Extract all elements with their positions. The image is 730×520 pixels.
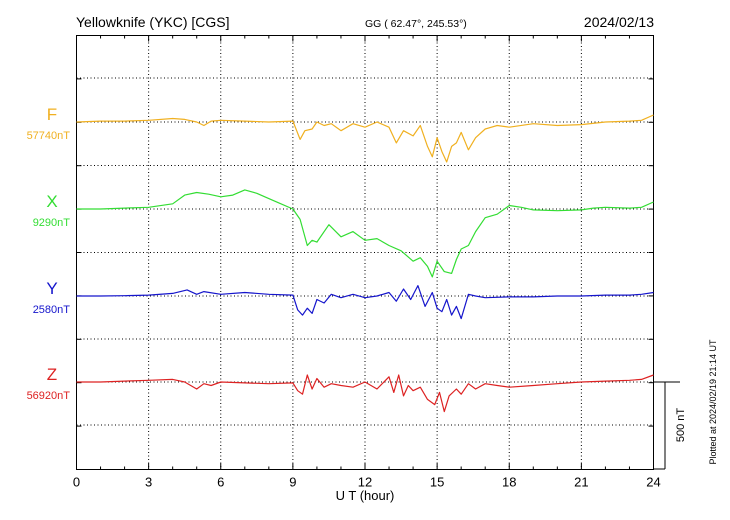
series-baseline-f: 57740nT <box>27 130 71 142</box>
series-name-z: Z <box>47 365 57 384</box>
series-baseline-z: 56920nT <box>27 390 71 402</box>
x-tick-label: 24 <box>646 475 660 490</box>
label-layer: 0 3 6 9 12 15 18 21 24 F 57740nT X 9290nT Y 2580nT Z 569… <box>27 105 661 490</box>
coordinates-label: GG ( 62.47°, 245.53°) <box>365 18 467 30</box>
scale-bar: 500 nT <box>654 381 687 470</box>
series-layer <box>76 114 654 413</box>
series-name-x: X <box>46 192 57 211</box>
grid-layer <box>76 35 654 470</box>
series-line-y <box>76 285 654 320</box>
x-tick-label: 18 <box>502 475 516 490</box>
series-line-z <box>76 374 654 413</box>
series-name-y: Y <box>46 279 57 298</box>
x-tick-label: 21 <box>574 475 588 490</box>
series-name-f: F <box>47 105 57 124</box>
x-tick-label: 15 <box>430 475 444 490</box>
plotted-timestamp: Plotted at 2024/02/19 21:14 UT <box>708 339 718 465</box>
station-title: Yellowknife (YKC) [CGS] <box>76 14 230 30</box>
x-tick-label: 12 <box>358 475 372 490</box>
scale-bar-label: 500 nT <box>675 408 687 443</box>
series-baseline-y: 2580nT <box>33 304 71 316</box>
x-tick-label: 6 <box>217 475 224 490</box>
date-label: 2024/02/13 <box>584 14 654 30</box>
x-tick-label: 0 <box>73 475 80 490</box>
x-tick-label: 3 <box>145 475 152 490</box>
series-line-x <box>76 189 654 278</box>
x-tick-label: 9 <box>289 475 296 490</box>
series-baseline-x: 9290nT <box>33 217 71 229</box>
x-axis-label: U T (hour) <box>336 488 395 503</box>
series-line-f <box>76 114 654 163</box>
